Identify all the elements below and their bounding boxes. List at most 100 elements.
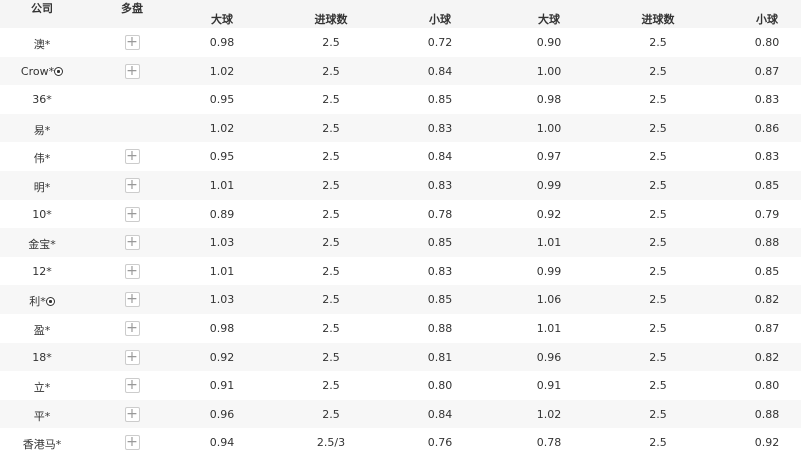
plus-icon[interactable]: + (124, 320, 140, 336)
company-cell[interactable]: 澳* (0, 36, 92, 52)
company-cell[interactable]: 36* (0, 93, 92, 106)
header-under-1: 小球 (429, 13, 451, 26)
over-2-cell: 0.97 (536, 150, 562, 164)
under-2-cell: 0.83 (754, 93, 780, 107)
company-name: 澳* (33, 38, 51, 51)
plus-icon[interactable]: + (124, 348, 140, 365)
company-name: 36* (32, 93, 52, 107)
over-1-cell: 1.01 (209, 179, 235, 192)
company-cell[interactable]: Crow* (0, 65, 92, 78)
goals-1-cell: 2.5 (322, 350, 340, 364)
company-cell[interactable]: 易* (0, 122, 92, 138)
company-cell[interactable]: 伟* (0, 150, 92, 166)
goals-2-cell: 2.5 (649, 236, 667, 250)
under-1-cell: 0.83 (427, 264, 453, 278)
plus-icon[interactable]: + (124, 34, 140, 50)
plus-icon[interactable]: + (124, 148, 140, 165)
under-1-cell: 0.88 (427, 322, 453, 335)
header-over-1: 大球 (211, 13, 233, 26)
header-goals-2: 进球数 (641, 13, 675, 26)
goals-2-cell: 2.5 (649, 121, 667, 135)
goals-1-cell: 2.5 (322, 322, 340, 335)
over-1-cell: 1.03 (209, 293, 235, 307)
goals-1-cell: 2.5 (322, 293, 340, 307)
company-cell[interactable]: 利* (0, 293, 92, 309)
company-cell[interactable]: 10* (0, 208, 92, 221)
multi-cell: + (82, 291, 182, 308)
over-1-cell: 1.02 (209, 64, 235, 78)
company-name: 易* (33, 123, 51, 137)
over-2-cell: 0.99 (536, 264, 562, 278)
multi-cell: + (82, 234, 182, 251)
header-over-2: 大球 (538, 13, 560, 26)
multi-cell: + (82, 377, 182, 394)
under-1-cell: 0.83 (427, 121, 453, 135)
table-row: 利* +1.03 2.5 0.85 1.06 2.5 0.82 (0, 285, 801, 314)
company-cell[interactable]: 立* (0, 379, 92, 395)
plus-icon[interactable]: + (124, 205, 140, 222)
plus-icon[interactable]: + (124, 177, 140, 193)
multi-cell: + (82, 148, 182, 165)
under-2-cell: 0.82 (754, 293, 780, 307)
plus-icon[interactable]: + (124, 434, 140, 451)
multi-cell: + (82, 205, 182, 222)
over-2-cell: 1.06 (536, 293, 562, 307)
goals-2-cell: 2.5 (649, 64, 667, 78)
over-1-cell: 1.02 (209, 121, 235, 135)
under-2-cell: 0.87 (754, 64, 780, 78)
goals-2-cell: 2.5 (649, 322, 667, 335)
company-cell[interactable]: 明* (0, 179, 92, 195)
under-2-cell: 0.85 (754, 179, 780, 192)
plus-icon[interactable]: + (124, 262, 140, 279)
under-2-cell: 0.92 (754, 436, 780, 450)
goals-1-cell: 2.5 (322, 264, 340, 278)
company-name: 平* (33, 409, 51, 423)
company-cell[interactable]: 12* (0, 265, 92, 278)
under-1-cell: 0.80 (427, 379, 453, 393)
goals-1-cell: 2.5/3 (316, 436, 346, 450)
goals-2-cell: 2.5 (649, 207, 667, 221)
plus-icon[interactable]: + (124, 291, 140, 308)
goals-1-cell: 2.5 (322, 36, 340, 49)
under-2-cell: 0.88 (754, 236, 780, 250)
goals-2-cell: 2.5 (649, 150, 667, 164)
under-2-cell: 0.88 (754, 407, 780, 421)
goals-1-cell: 2.5 (322, 93, 340, 107)
table-row: 10* +0.89 2.5 0.78 0.92 2.5 0.79 (0, 200, 801, 229)
table-row: 伟* +0.95 2.5 0.84 0.97 2.5 0.83 (0, 142, 801, 171)
company-cell[interactable]: 18* (0, 351, 92, 364)
multi-cell: + (82, 405, 182, 422)
plus-icon[interactable]: + (124, 405, 140, 422)
company-cell[interactable]: 金宝* (0, 236, 92, 252)
multi-cell: + (82, 320, 182, 336)
over-1-cell: 0.91 (209, 379, 235, 393)
company-name: 香港马* (22, 438, 62, 452)
over-1-cell: 0.98 (209, 36, 235, 49)
company-name: 金宝* (28, 238, 56, 252)
plus-icon[interactable]: + (124, 62, 140, 79)
over-1-cell: 0.98 (209, 322, 235, 335)
over-2-cell: 1.01 (536, 322, 562, 335)
under-1-cell: 0.76 (427, 436, 453, 450)
table-row: 盈* +0.98 2.5 0.88 1.01 2.5 0.87 (0, 314, 801, 343)
over-2-cell: 0.90 (536, 36, 562, 49)
over-2-cell: 0.92 (536, 207, 562, 221)
over-2-cell: 1.02 (536, 407, 562, 421)
under-2-cell: 0.85 (754, 264, 780, 278)
multi-cell: + (82, 177, 182, 193)
plus-icon[interactable]: + (124, 234, 140, 251)
under-2-cell: 0.79 (754, 207, 780, 221)
header-company: 公司 (31, 2, 53, 15)
company-cell[interactable]: 盈* (0, 322, 92, 338)
over-1-cell: 0.96 (209, 407, 235, 421)
under-1-cell: 0.83 (427, 179, 453, 192)
company-cell[interactable]: 香港马* (0, 436, 92, 452)
under-1-cell: 0.72 (427, 36, 453, 49)
plus-icon[interactable]: + (124, 377, 140, 394)
goals-2-cell: 2.5 (649, 350, 667, 364)
goals-1-cell: 2.5 (322, 64, 340, 78)
over-2-cell: 0.78 (536, 436, 562, 450)
over-1-cell: 1.03 (209, 236, 235, 250)
company-name: 18* (32, 350, 52, 364)
company-cell[interactable]: 平* (0, 408, 92, 424)
